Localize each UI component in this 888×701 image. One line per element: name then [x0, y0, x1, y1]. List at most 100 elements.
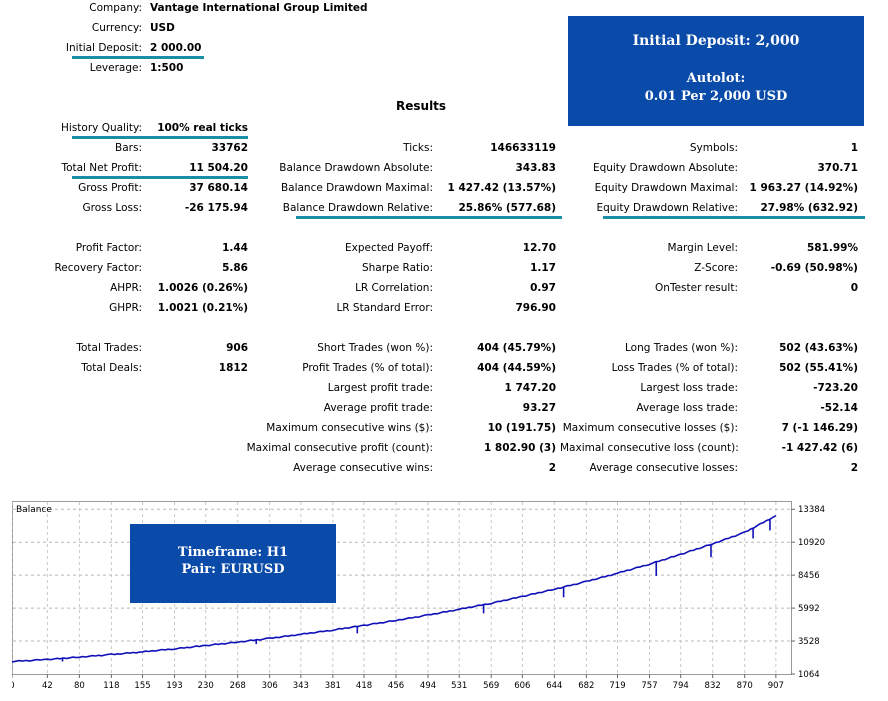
- col2-label: Ticks:: [403, 142, 433, 154]
- col1-value: 100% real ticks: [157, 122, 248, 134]
- y-tick-label: 13384: [798, 505, 825, 515]
- leverage-label: Leverage:: [89, 62, 142, 74]
- col2-value: 93.27: [522, 402, 556, 414]
- promo-box: Initial Deposit: 2,000 Autolot: 0.01 Per…: [568, 16, 864, 126]
- equity-dd-relative-underline: [603, 216, 865, 219]
- x-tick-label: 494: [420, 681, 436, 691]
- promo-line-1: Initial Deposit: 2,000: [632, 33, 800, 49]
- chart-info-box: Timeframe: H1 Pair: EURUSD: [130, 524, 336, 603]
- col2-value: 0.97: [530, 282, 556, 294]
- col2-label: LR Standard Error:: [336, 302, 433, 314]
- col2-label: Short Trades (won %):: [317, 342, 433, 354]
- balance-drawdown-spikes: [61, 518, 771, 662]
- x-tick-label: 343: [293, 681, 309, 691]
- x-tick-label: 832: [705, 681, 721, 691]
- col1-label: AHPR:: [110, 282, 142, 294]
- y-tick-label: 3528: [798, 637, 820, 647]
- col1-label: GHPR:: [109, 302, 142, 314]
- col1-label: Total Trades:: [76, 342, 142, 354]
- x-tick-label: 80: [74, 681, 85, 691]
- y-axis-labels: 13384 10920 8456 5992 3528 1064: [791, 505, 825, 680]
- col3-value: 7 (-1 146.29): [781, 422, 858, 434]
- col1-label: History Quality:: [61, 122, 142, 134]
- x-tick-label: 569: [483, 681, 499, 691]
- col3-label: Equity Drawdown Relative:: [596, 202, 738, 214]
- x-tick-label: 456: [388, 681, 404, 691]
- col2-label: Expected Payoff:: [344, 242, 433, 254]
- col2-value: 404 (45.79%): [477, 342, 556, 354]
- col2-label: Average consecutive wins:: [293, 462, 433, 474]
- currency-label: Currency:: [91, 22, 142, 34]
- x-tick-label: 757: [641, 681, 657, 691]
- chart-grid: [12, 502, 791, 674]
- col2-label: Average profit trade:: [323, 402, 433, 414]
- timeframe-label: Timeframe: H1: [177, 545, 289, 560]
- col2-value: 343.83: [515, 162, 556, 174]
- col2-value: 796.90: [515, 302, 556, 314]
- chart-title: Balance: [16, 505, 52, 515]
- col3-value: -1 427.42 (6): [781, 442, 858, 454]
- balance-dd-relative-underline: [296, 216, 562, 219]
- x-tick-label: 268: [230, 681, 246, 691]
- net-profit-underline: [72, 176, 248, 179]
- company-value: Vantage International Group Limited: [150, 2, 368, 14]
- col3-label: Equity Drawdown Absolute:: [592, 162, 738, 174]
- col2-label: Maximal consecutive profit (count):: [246, 442, 433, 454]
- col1-value: 37 680.14: [189, 182, 248, 194]
- company-label: Company:: [89, 2, 142, 14]
- col2-label: Largest profit trade:: [327, 382, 433, 394]
- x-tick-label: 118: [103, 681, 119, 691]
- col3-value: 502 (43.63%): [779, 342, 858, 354]
- col2-label: LR Correlation:: [355, 282, 433, 294]
- x-tick-label: 42: [42, 681, 53, 691]
- col1-label: Profit Factor:: [75, 242, 142, 254]
- col1-label: Gross Profit:: [78, 182, 142, 194]
- col3-label: OnTester result:: [655, 282, 738, 294]
- col1-value: 5.86: [222, 262, 248, 274]
- col1-label: Bars:: [115, 142, 142, 154]
- x-tick-label: 531: [451, 681, 467, 691]
- x-tick-label: 870: [737, 681, 753, 691]
- x-tick-label: 193: [166, 681, 182, 691]
- col3-label: Long Trades (won %):: [624, 342, 738, 354]
- col2-value: 1 747.20: [504, 382, 556, 394]
- col3-label: Symbols:: [689, 142, 738, 154]
- col2-value: 10 (191.75): [487, 422, 556, 434]
- x-axis-labels: 0 42 80 118 155 193 230 268 306 343 381 418 456 494 53…: [12, 674, 784, 691]
- col3-label: Average consecutive losses:: [589, 462, 738, 474]
- history-quality-underline: [72, 136, 248, 139]
- col1-value: 11 504.20: [189, 162, 248, 174]
- results-title: Results: [396, 99, 447, 113]
- col2-label: Maximum consecutive wins ($):: [266, 422, 433, 434]
- col3-value: 1 963.27 (14.92%): [749, 182, 858, 194]
- col1-value: 1.0021 (0.21%): [157, 302, 248, 314]
- col1-label: Total Net Profit:: [61, 162, 142, 174]
- col2-value: 12.70: [522, 242, 556, 254]
- x-tick-label: 794: [673, 681, 689, 691]
- col2-value: 25.86% (577.68): [458, 202, 556, 214]
- col3-value: 27.98% (632.92): [760, 202, 858, 214]
- col3-value: -52.14: [820, 402, 858, 414]
- y-tick-label: 5992: [798, 604, 820, 614]
- col3-label: Maximal consecutive loss (count):: [560, 442, 739, 454]
- leverage-value: 1:500: [150, 62, 184, 74]
- x-tick-label: 644: [546, 681, 562, 691]
- col2-value: 404 (44.59%): [477, 362, 556, 374]
- col2-label: Profit Trades (% of total):: [302, 362, 433, 374]
- col3-label: Loss Trades (% of total):: [611, 362, 738, 374]
- x-tick-label: 719: [609, 681, 625, 691]
- x-tick-label: 230: [198, 681, 214, 691]
- col3-value: -723.20: [813, 382, 858, 394]
- col2-value: 146633119: [490, 142, 556, 154]
- x-tick-label: 155: [134, 681, 150, 691]
- col2-value: 1.17: [530, 262, 556, 274]
- col1-label: Recovery Factor:: [54, 262, 142, 274]
- deposit-underline: [72, 56, 204, 59]
- col2-value: 1 802.90 (3): [483, 442, 556, 454]
- col3-value: 1: [850, 142, 858, 154]
- col1-value: 906: [226, 342, 248, 354]
- col2-value: 1 427.42 (13.57%): [447, 182, 556, 194]
- col2-value: 2: [548, 462, 556, 474]
- col2-label: Balance Drawdown Maximal:: [280, 182, 433, 194]
- col3-value: 581.99%: [806, 242, 858, 254]
